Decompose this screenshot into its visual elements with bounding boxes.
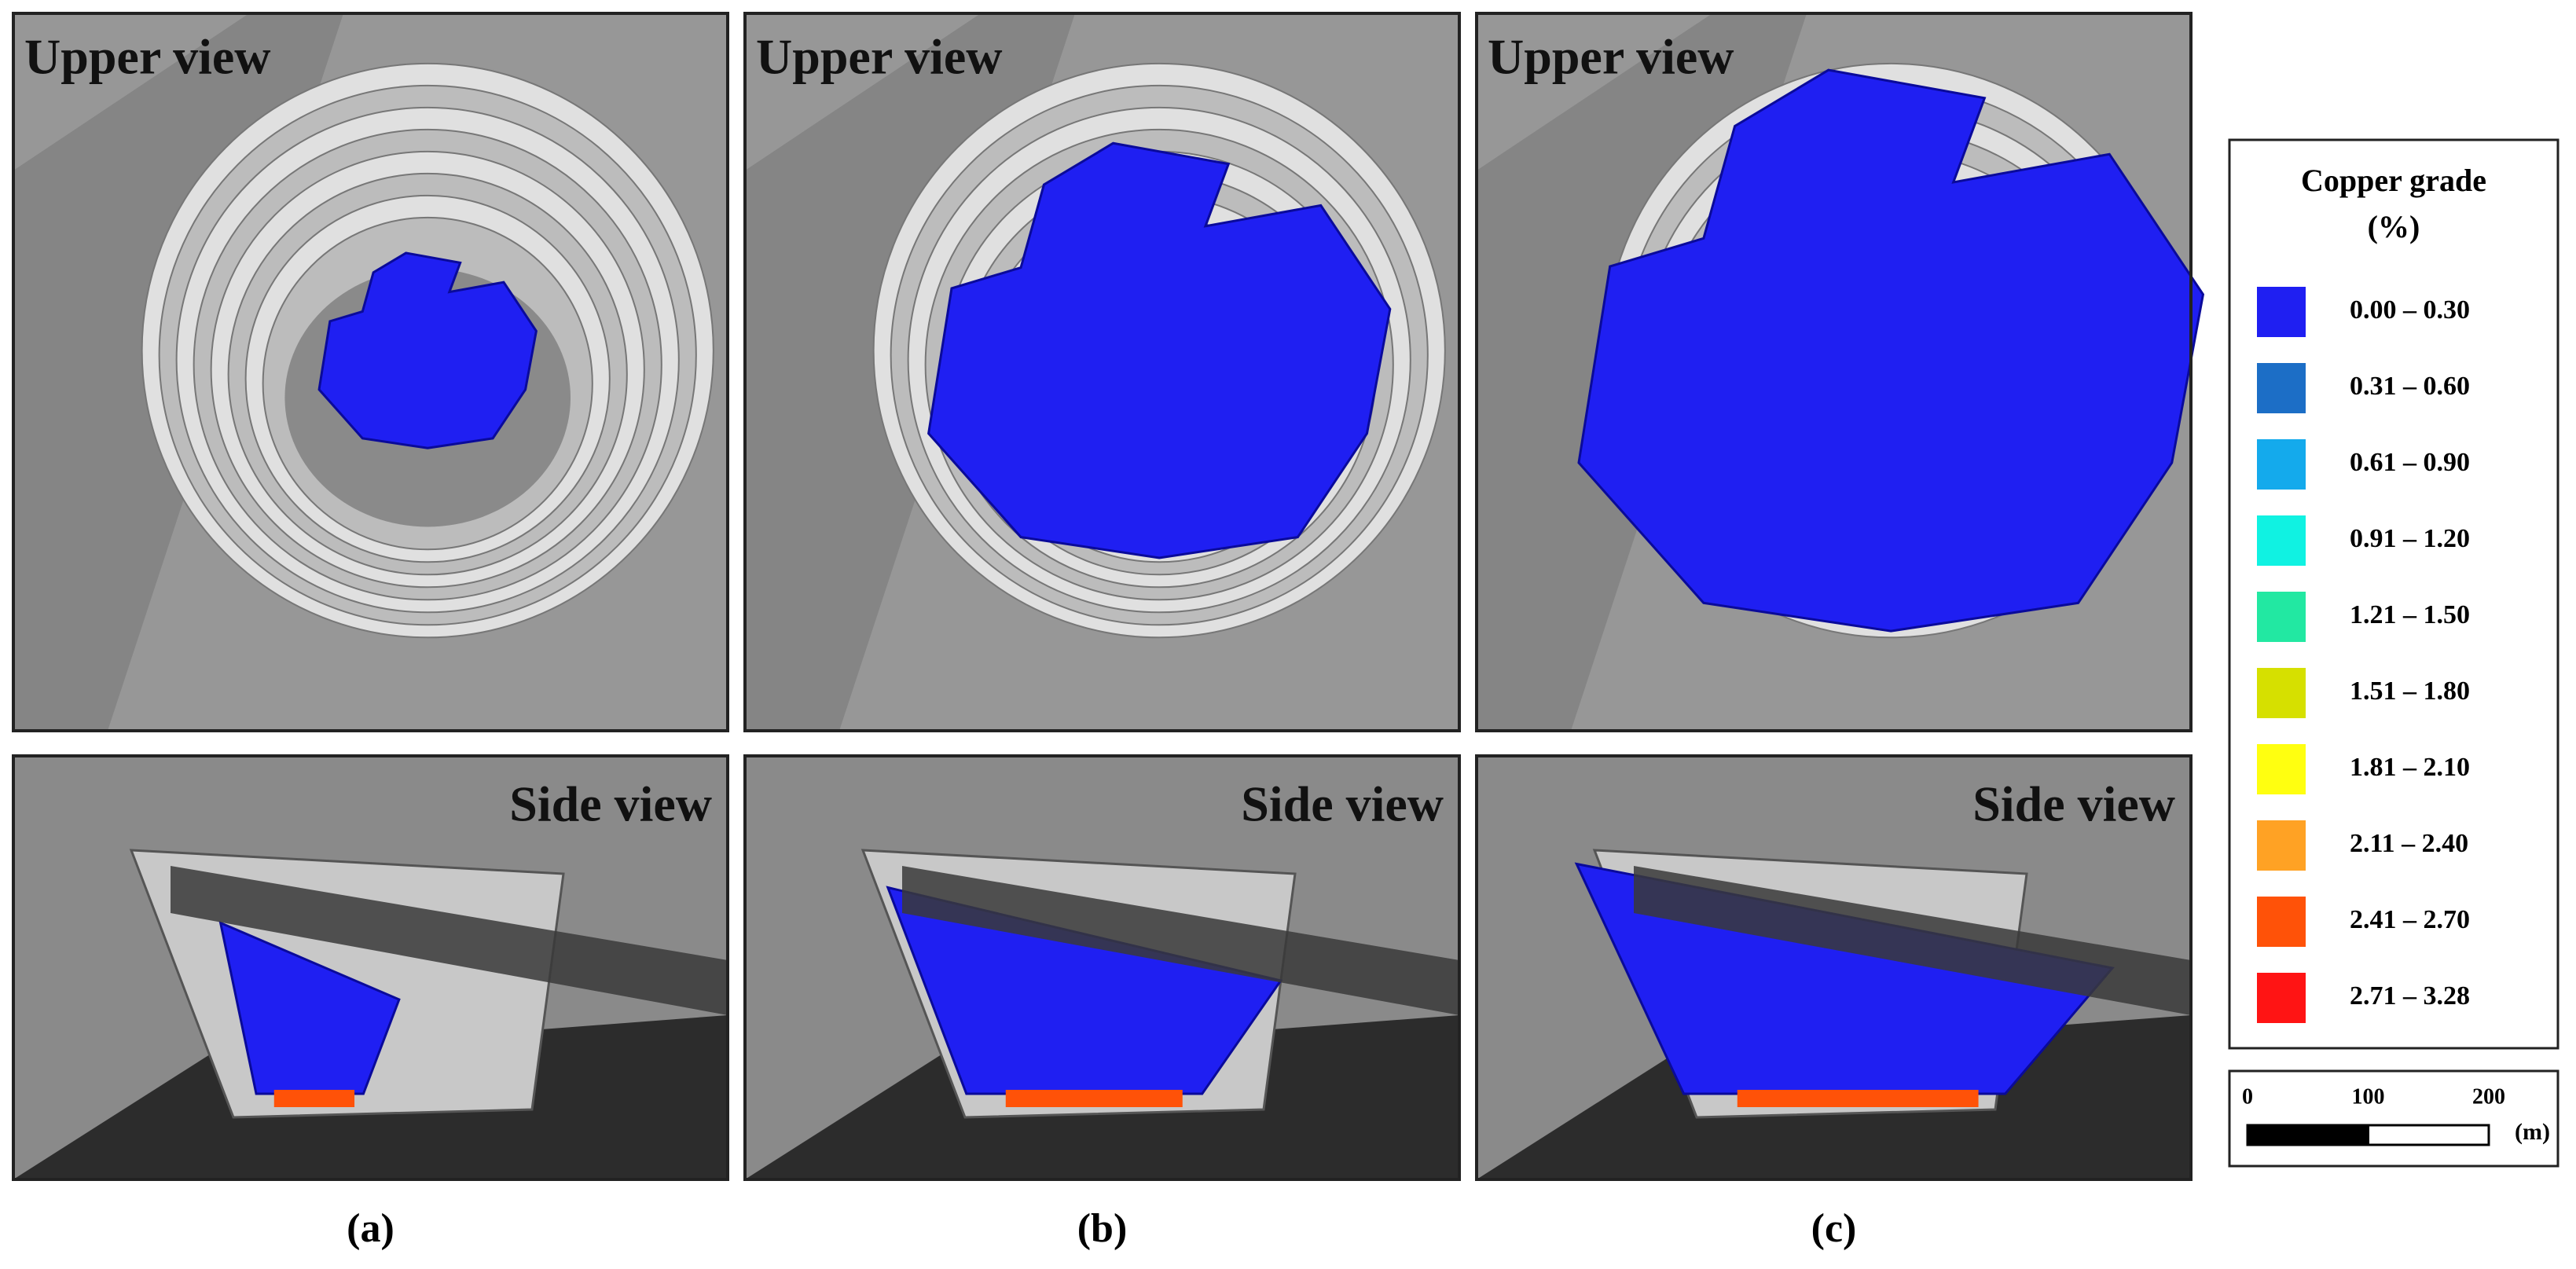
upper-view-frame xyxy=(743,12,1461,732)
legend-label: 2.41 – 2.70 xyxy=(2350,905,2470,934)
ore-blocks xyxy=(317,251,538,449)
scale-tick-label: 0 xyxy=(2242,1084,2253,1109)
legend-title: Copper grade xyxy=(2301,163,2486,198)
high-grade-strip xyxy=(1737,1090,1979,1107)
legend-label: 2.11 – 2.40 xyxy=(2350,829,2468,858)
scale-segment xyxy=(2367,1124,2490,1146)
legend-swatch xyxy=(2257,515,2306,566)
legend-label: 1.21 – 1.50 xyxy=(2350,600,2470,629)
legend-swatch xyxy=(2257,287,2306,337)
panel-label: (c) xyxy=(1811,1206,1857,1251)
panel-label: (a) xyxy=(347,1206,394,1251)
legend-label: 0.61 – 0.90 xyxy=(2350,448,2470,477)
side-view-frame xyxy=(743,754,1461,1181)
upper-view-frame xyxy=(12,12,729,732)
legend-swatch xyxy=(2257,439,2306,490)
side-view-title: Side view xyxy=(509,776,712,832)
scale-tick-label: 100 xyxy=(2352,1084,2385,1109)
legend-swatch xyxy=(2257,820,2306,871)
legend-label: 1.51 – 1.80 xyxy=(2350,677,2470,706)
legend-unit: (%) xyxy=(2368,209,2420,244)
dark-layer xyxy=(1634,866,2191,1015)
scale-segment xyxy=(2246,1124,2369,1146)
dark-layer xyxy=(902,866,1459,1015)
upper-view-title: Upper view xyxy=(756,29,1002,85)
ore-blocks xyxy=(927,141,1392,559)
side-view-title: Side view xyxy=(1972,776,2175,832)
scale-box xyxy=(2228,1069,2559,1168)
side-view-frame xyxy=(12,754,729,1181)
side-view-frame xyxy=(1475,754,2193,1181)
legend-label: 1.81 – 2.10 xyxy=(2350,753,2470,782)
legend-swatch xyxy=(2257,897,2306,947)
dark-layer xyxy=(171,866,728,1015)
legend-label: 2.71 – 3.28 xyxy=(2350,981,2470,1010)
legend-label: 0.31 – 0.60 xyxy=(2350,372,2470,401)
side-view-title: Side view xyxy=(1241,776,1444,832)
upper-view-title: Upper view xyxy=(1488,29,1734,85)
scale-unit: (m) xyxy=(2515,1119,2550,1145)
legend-swatch xyxy=(2257,363,2306,413)
legend-swatch xyxy=(2257,592,2306,642)
ore-side xyxy=(218,920,401,1095)
high-grade-strip xyxy=(273,1090,355,1107)
upper-view-frame xyxy=(1475,12,2193,732)
panel-label: (b) xyxy=(1077,1206,1128,1251)
high-grade-strip xyxy=(1005,1090,1183,1107)
upper-view-title: Upper view xyxy=(24,29,270,85)
legend-swatch xyxy=(2257,668,2306,718)
legend-swatch xyxy=(2257,744,2306,794)
legend-label: 0.00 – 0.30 xyxy=(2350,295,2470,325)
scale-tick-label: 200 xyxy=(2472,1084,2505,1109)
legend-swatch xyxy=(2257,973,2306,1023)
legend-label: 0.91 – 1.20 xyxy=(2350,524,2470,553)
ore-blocks xyxy=(1577,68,2205,633)
